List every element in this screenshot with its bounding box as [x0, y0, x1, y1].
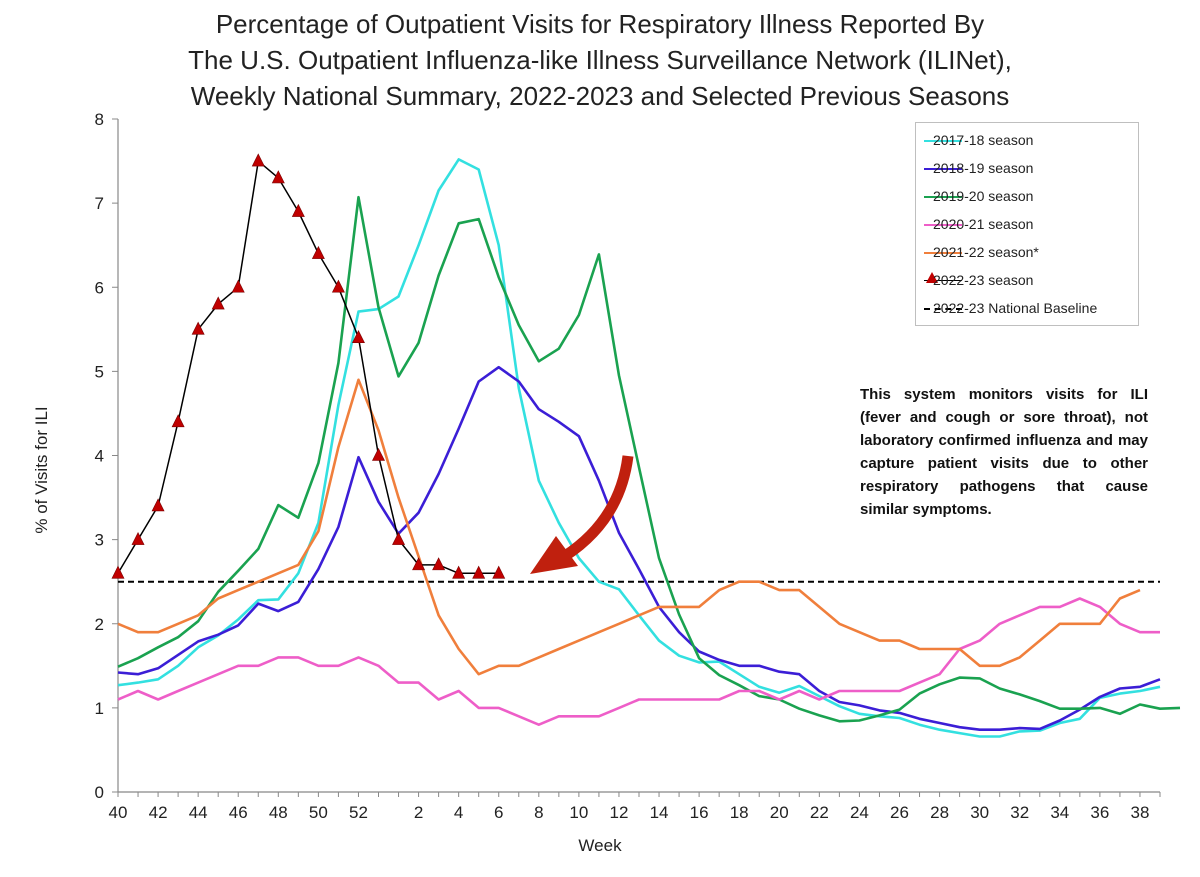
legend-swatch — [924, 280, 962, 281]
series-marker-2022-23 — [191, 321, 205, 335]
legend-swatch — [924, 196, 962, 198]
series-marker-2022-23 — [111, 565, 125, 579]
series-marker-2022-23 — [492, 565, 506, 579]
legend-swatch — [924, 308, 962, 310]
x-tick-label: 46 — [229, 803, 248, 822]
x-tick-label: 52 — [349, 803, 368, 822]
legend-swatch — [924, 224, 962, 226]
x-tick-label: 34 — [1050, 803, 1069, 822]
x-tick-label: 44 — [189, 803, 208, 822]
series-marker-2022-23 — [452, 565, 466, 579]
y-axis-label: % of Visits for ILI — [32, 406, 51, 534]
x-tick-label: 40 — [109, 803, 128, 822]
x-tick-label: 24 — [850, 803, 869, 822]
y-tick-label: 2 — [95, 615, 104, 634]
series-marker-2022-23 — [331, 279, 345, 293]
chart-title-line-1: Percentage of Outpatient Visits for Resp… — [215, 9, 985, 39]
legend-label: 2022-23 National Baseline — [933, 300, 1098, 316]
x-tick-label: 2 — [414, 803, 423, 822]
legend-entry: 2022-23 National Baseline — [916, 299, 1140, 319]
series-marker-2022-23 — [432, 557, 446, 571]
chart-title-line-3: Weekly National Summary, 2022-2023 and S… — [190, 81, 1010, 111]
x-tick-label: 50 — [309, 803, 328, 822]
series-marker-2022-23 — [151, 498, 165, 512]
legend-label: 2020-21 season — [933, 216, 1034, 232]
series-marker-2022-23 — [372, 447, 385, 461]
y-tick-label: 7 — [95, 194, 104, 213]
series-marker-2022-23 — [412, 557, 426, 571]
series-marker-2022-23 — [351, 330, 365, 344]
series-line-2018-19-season — [117, 365, 1161, 732]
y-tick-label: 3 — [95, 531, 104, 550]
series-marker-2022-23 — [392, 531, 406, 545]
x-tick-label: 4 — [454, 803, 463, 822]
series-line-2019-20-season — [117, 195, 1181, 723]
legend-entry: 2020-21 season — [916, 215, 1140, 235]
legend: 2017-18 season 2018-19 season 2019-20 seas… — [915, 122, 1139, 326]
series-marker-2022-23 — [311, 245, 325, 259]
x-tick-label: 22 — [810, 803, 829, 822]
legend-entry: 2017-18 season — [916, 131, 1140, 151]
x-tick-label: 36 — [1090, 803, 1109, 822]
legend-entry: 2021-22 season* — [916, 243, 1140, 263]
x-tick-label: 20 — [770, 803, 789, 822]
legend-swatch — [924, 252, 962, 254]
series-marker-2022-23 — [271, 170, 285, 184]
legend-label: 2021-22 season* — [933, 244, 1039, 260]
series-marker-2022-23 — [291, 203, 305, 217]
x-axis-label: Week — [578, 836, 622, 855]
x-tick-label: 26 — [890, 803, 909, 822]
x-tick-label: 6 — [494, 803, 503, 822]
series-marker-2022-23 — [472, 565, 486, 579]
y-tick-label: 8 — [95, 110, 104, 129]
series-marker-2022-23 — [171, 414, 185, 428]
x-tick-label: 38 — [1131, 803, 1150, 822]
annotation-note: This system monitors visits for ILI (fev… — [860, 386, 1148, 518]
y-tick-label: 1 — [95, 699, 104, 718]
y-tick-label: 6 — [95, 278, 104, 297]
x-tick-label: 12 — [610, 803, 629, 822]
series-marker-2022-23 — [251, 153, 265, 167]
callout-arrow-shaft — [561, 455, 634, 561]
series-marker-2022-23 — [211, 296, 225, 310]
x-tick-label: 14 — [650, 803, 669, 822]
legend-label: 2017-18 season — [933, 132, 1034, 148]
series-line-2020-21-season — [117, 597, 1160, 727]
legend-label: 2022-23 season — [933, 272, 1034, 288]
series-line-2021-22-season- — [117, 378, 1141, 676]
y-tick-label: 0 — [95, 783, 104, 802]
x-tick-label: 42 — [149, 803, 168, 822]
x-tick-label: 8 — [534, 803, 543, 822]
legend-triangle-icon — [926, 272, 938, 283]
series-line-2022-23-season — [117, 160, 499, 575]
x-tick-label: 48 — [269, 803, 288, 822]
legend-entry: 2022-23 season — [916, 271, 1140, 291]
x-tick-label: 32 — [1010, 803, 1029, 822]
x-tick-label: 30 — [970, 803, 989, 822]
callout-arrow-head — [530, 536, 578, 574]
series-marker-2022-23 — [131, 531, 145, 545]
x-tick-label: 18 — [730, 803, 749, 822]
series-marker-2022-23 — [231, 279, 245, 293]
chart-title-line-2: The U.S. Outpatient Influenza-like Illne… — [188, 45, 1012, 75]
x-tick-label: 16 — [690, 803, 709, 822]
legend-entry: 2018-19 season — [916, 159, 1140, 179]
legend-swatch — [924, 140, 962, 142]
legend-entry: 2019-20 season — [916, 187, 1140, 207]
legend-label: 2018-19 season — [933, 160, 1034, 176]
legend-swatch — [924, 168, 962, 170]
y-tick-label: 5 — [95, 362, 104, 381]
y-tick-label: 4 — [95, 447, 104, 466]
x-tick-label: 10 — [569, 803, 588, 822]
x-tick-label: 28 — [930, 803, 949, 822]
legend-label: 2019-20 season — [933, 188, 1034, 204]
